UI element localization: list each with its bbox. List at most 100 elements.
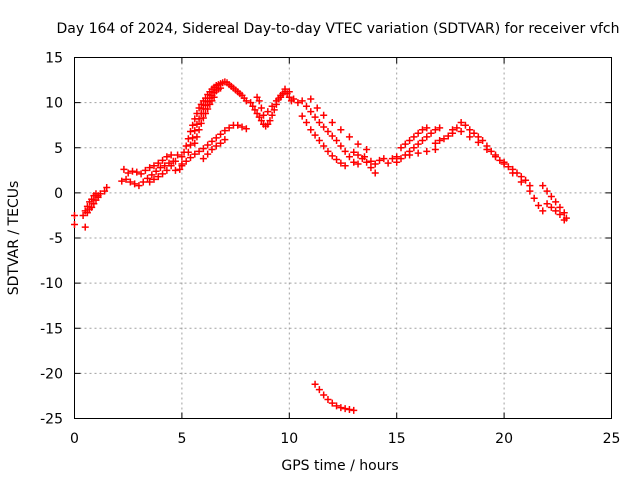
data-point xyxy=(270,106,278,114)
data-point xyxy=(509,169,517,177)
data-point xyxy=(423,133,431,141)
y-axis-label: SDTVAR / TECUs xyxy=(6,181,22,296)
data-point xyxy=(354,151,362,159)
data-point xyxy=(135,182,143,190)
data-point xyxy=(530,194,538,202)
data-point xyxy=(81,223,89,231)
data-point xyxy=(354,160,362,168)
data-point xyxy=(333,155,341,163)
series-arc-8 xyxy=(431,118,547,215)
data-point xyxy=(376,156,384,164)
y-tick-label: 15 xyxy=(45,51,63,67)
data-point xyxy=(328,399,336,407)
data-point xyxy=(311,380,319,388)
data-point xyxy=(96,190,104,198)
data-point xyxy=(474,138,482,146)
data-point xyxy=(384,159,392,167)
data-point xyxy=(159,170,167,178)
data-point xyxy=(174,151,182,159)
data-point xyxy=(208,97,216,105)
data-point xyxy=(234,121,242,129)
data-point xyxy=(337,126,345,134)
data-point xyxy=(260,111,268,119)
data-point xyxy=(199,114,207,122)
series-arc-7 xyxy=(388,124,444,166)
data-point xyxy=(195,104,203,112)
data-point xyxy=(186,141,194,149)
data-point xyxy=(350,406,358,414)
data-point xyxy=(367,164,375,172)
data-point xyxy=(206,100,214,108)
data-point xyxy=(406,137,414,145)
data-point xyxy=(453,124,461,132)
data-point xyxy=(195,126,203,134)
data-point xyxy=(315,118,323,126)
data-point xyxy=(302,118,310,126)
data-point xyxy=(128,167,136,175)
data-point xyxy=(101,187,109,195)
data-point xyxy=(436,124,444,132)
data-point xyxy=(560,216,568,224)
series-arc-9 xyxy=(539,182,570,224)
data-point xyxy=(393,153,401,161)
data-point xyxy=(418,126,426,134)
data-point xyxy=(401,140,409,148)
data-point xyxy=(167,162,175,170)
data-point xyxy=(124,169,132,177)
data-point xyxy=(556,211,564,219)
data-point xyxy=(71,220,78,228)
data-point xyxy=(363,158,371,166)
data-point xyxy=(253,93,261,101)
data-point xyxy=(191,127,199,135)
data-point xyxy=(539,182,547,190)
data-point xyxy=(298,97,306,105)
series-arc-2 xyxy=(118,151,186,190)
data-point xyxy=(221,127,229,135)
data-point xyxy=(88,195,96,203)
data-point xyxy=(547,203,555,211)
data-point xyxy=(556,203,564,211)
data-point xyxy=(333,137,341,145)
data-point xyxy=(178,160,186,168)
y-tick-label: 0 xyxy=(54,186,63,202)
data-point xyxy=(345,405,353,413)
data-point xyxy=(154,173,162,181)
data-point xyxy=(371,169,379,177)
series-arc-10 xyxy=(311,380,358,414)
data-point xyxy=(294,99,302,107)
data-point xyxy=(324,128,332,136)
data-point xyxy=(199,155,207,163)
data-point xyxy=(487,147,495,155)
grid xyxy=(74,57,612,419)
data-point xyxy=(204,141,212,149)
data-point xyxy=(414,129,422,137)
data-point xyxy=(324,147,332,155)
data-point xyxy=(414,149,422,157)
data-point xyxy=(208,146,216,154)
data-point xyxy=(406,151,414,159)
data-point xyxy=(320,391,328,399)
data-point xyxy=(397,155,405,163)
data-point xyxy=(251,106,259,114)
series-arc-4 xyxy=(178,121,250,168)
data-point xyxy=(189,121,197,129)
data-point xyxy=(103,183,111,191)
data-point xyxy=(191,150,199,158)
data-point xyxy=(522,176,530,184)
data-point xyxy=(363,146,371,154)
x-tick-label: 20 xyxy=(495,431,513,447)
data-point xyxy=(120,165,128,173)
data-point xyxy=(360,153,368,161)
data-point xyxy=(328,118,336,126)
data-point xyxy=(150,162,158,170)
data-point xyxy=(266,117,274,125)
data-point xyxy=(148,171,156,179)
y-tick-labels: -25 -20 -15 -10 -5 0 5 10 15 xyxy=(40,51,63,428)
series-arc-5 xyxy=(247,85,371,170)
data-point xyxy=(483,146,491,154)
data-point xyxy=(156,164,164,172)
data-point xyxy=(202,109,210,117)
data-point xyxy=(90,200,98,208)
data-point xyxy=(131,180,139,188)
